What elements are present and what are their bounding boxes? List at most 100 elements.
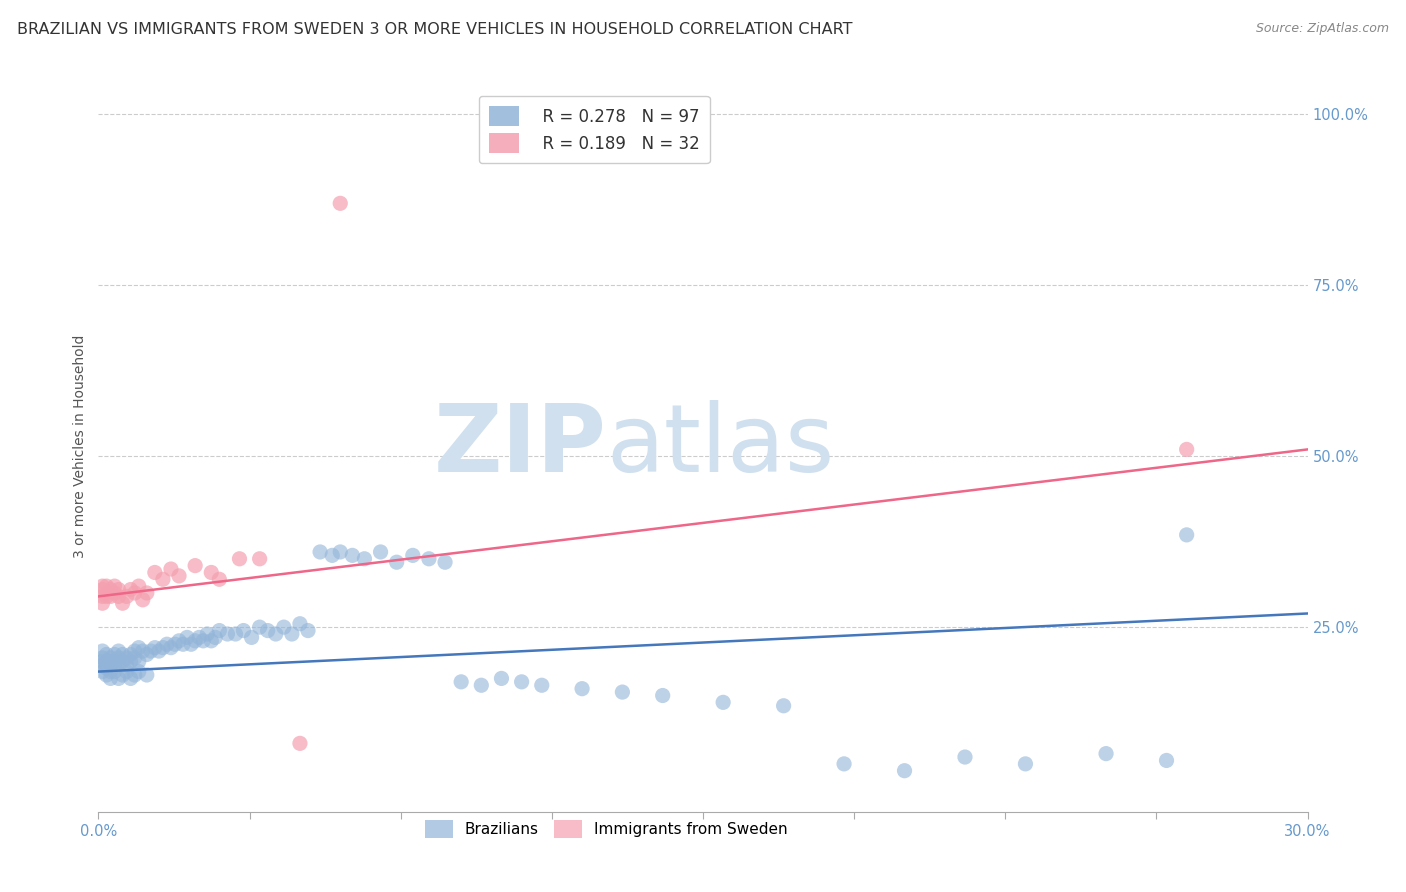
Point — [217, 627, 239, 641]
Point — [91, 590, 114, 604]
Point — [96, 668, 118, 682]
Point — [91, 665, 114, 679]
Point — [1156, 754, 1178, 768]
Point — [208, 624, 231, 638]
Point — [120, 648, 142, 662]
Point — [103, 657, 125, 672]
Point — [91, 654, 114, 668]
Point — [1014, 756, 1036, 771]
Point — [115, 657, 138, 672]
Point — [96, 579, 118, 593]
Point — [120, 582, 142, 597]
Point — [256, 624, 278, 638]
Point — [273, 620, 295, 634]
Point — [152, 640, 174, 655]
Point — [111, 648, 134, 662]
Point — [450, 674, 472, 689]
Point — [107, 657, 129, 672]
Point — [103, 665, 125, 679]
Point — [309, 545, 332, 559]
Point — [1175, 528, 1198, 542]
Point — [353, 551, 375, 566]
Point — [370, 545, 392, 559]
Point — [91, 582, 114, 597]
Point — [195, 627, 218, 641]
Point — [152, 572, 174, 586]
Point — [100, 582, 122, 597]
Point — [91, 596, 114, 610]
Point — [651, 689, 673, 703]
Point — [124, 651, 146, 665]
Point — [107, 672, 129, 686]
Point — [228, 551, 250, 566]
Point — [160, 640, 183, 655]
Point — [571, 681, 593, 696]
Point — [1175, 442, 1198, 457]
Point — [402, 549, 425, 563]
Point — [772, 698, 794, 713]
Point — [96, 590, 118, 604]
Point — [200, 566, 222, 580]
Point — [264, 627, 287, 641]
Point — [135, 668, 157, 682]
Point — [132, 592, 155, 607]
Point — [96, 654, 118, 668]
Text: ZIP: ZIP — [433, 400, 606, 492]
Point — [240, 631, 263, 645]
Point — [172, 637, 194, 651]
Legend: Brazilians, Immigrants from Sweden: Brazilians, Immigrants from Sweden — [419, 814, 793, 845]
Point — [418, 551, 440, 566]
Point — [143, 640, 166, 655]
Point — [176, 631, 198, 645]
Point — [342, 549, 364, 563]
Point — [249, 551, 271, 566]
Point — [115, 651, 138, 665]
Point — [103, 648, 125, 662]
Point — [156, 637, 179, 651]
Point — [96, 657, 118, 672]
Point — [120, 672, 142, 686]
Point — [184, 633, 207, 648]
Point — [297, 624, 319, 638]
Point — [103, 654, 125, 668]
Point — [100, 672, 122, 686]
Point — [100, 590, 122, 604]
Point — [128, 579, 150, 593]
Point — [115, 590, 138, 604]
Point — [160, 562, 183, 576]
Point — [832, 756, 855, 771]
Point — [107, 582, 129, 597]
Point — [135, 586, 157, 600]
Point — [711, 695, 734, 709]
Point — [100, 657, 122, 672]
Point — [103, 586, 125, 600]
Point — [329, 196, 352, 211]
Point — [115, 665, 138, 679]
Point — [193, 633, 215, 648]
Point — [91, 579, 114, 593]
Y-axis label: 3 or more Vehicles in Household: 3 or more Vehicles in Household — [73, 334, 87, 558]
Point — [100, 654, 122, 668]
Point — [100, 665, 122, 679]
Point — [120, 654, 142, 668]
Point — [96, 586, 118, 600]
Point — [208, 572, 231, 586]
Point — [128, 665, 150, 679]
Point — [491, 672, 513, 686]
Text: BRAZILIAN VS IMMIGRANTS FROM SWEDEN 3 OR MORE VEHICLES IN HOUSEHOLD CORRELATION : BRAZILIAN VS IMMIGRANTS FROM SWEDEN 3 OR… — [17, 22, 852, 37]
Point — [167, 633, 190, 648]
Point — [139, 644, 162, 658]
Text: Source: ZipAtlas.com: Source: ZipAtlas.com — [1256, 22, 1389, 36]
Point — [249, 620, 271, 634]
Point — [100, 651, 122, 665]
Point — [148, 644, 170, 658]
Point — [111, 654, 134, 668]
Point — [200, 633, 222, 648]
Point — [124, 586, 146, 600]
Point — [1095, 747, 1118, 761]
Point — [111, 596, 134, 610]
Point — [893, 764, 915, 778]
Point — [107, 651, 129, 665]
Point — [91, 657, 114, 672]
Point — [232, 624, 254, 638]
